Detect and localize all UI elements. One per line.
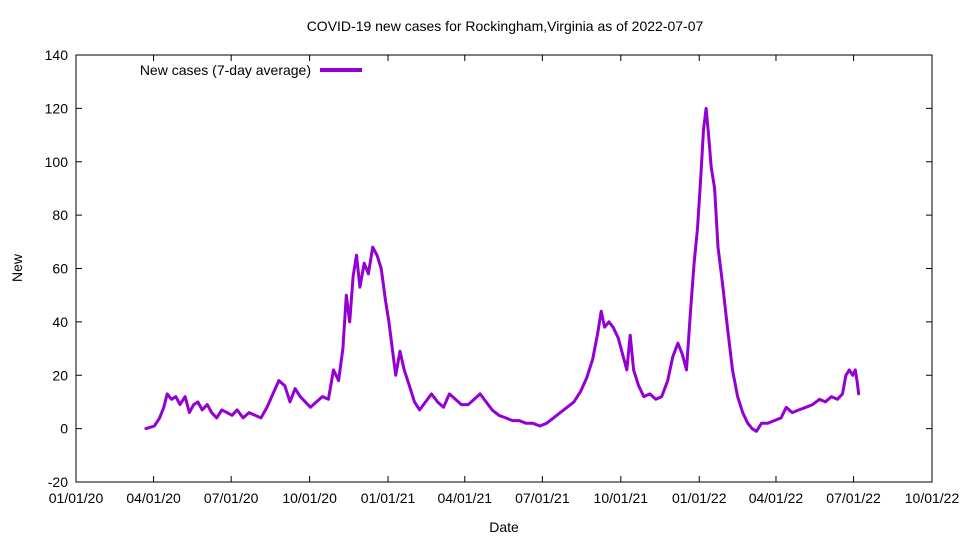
y-tick-label: 40 <box>52 314 68 330</box>
y-tick-label: 120 <box>45 100 69 116</box>
series-line <box>144 106 861 433</box>
x-tick-label: 01/01/20 <box>49 490 104 506</box>
legend-label: New cases (7-day average) <box>140 62 311 78</box>
y-axis: -20 0 20 40 60 80 100 120 140 <box>45 47 932 490</box>
x-tick-label: 04/01/21 <box>438 490 493 506</box>
legend: New cases (7-day average) <box>140 62 362 78</box>
x-tick-label: 10/01/22 <box>905 490 960 506</box>
y-tick-label: 80 <box>52 207 68 223</box>
chart-title: COVID-19 new cases for Rockingham,Virgin… <box>307 18 704 34</box>
y-axis-label: New <box>9 253 25 282</box>
x-tick-label: 04/01/20 <box>126 490 181 506</box>
x-tick-label: 10/01/20 <box>282 490 337 506</box>
y-tick-label: 140 <box>45 47 69 63</box>
x-tick-label: 07/01/20 <box>204 490 259 506</box>
x-tick-label: 01/01/21 <box>361 490 416 506</box>
y-tick-label: -20 <box>48 474 68 490</box>
x-tick-label: 01/01/22 <box>672 490 727 506</box>
x-tick-label: 04/01/22 <box>749 490 804 506</box>
x-tick-label: 07/01/21 <box>515 490 570 506</box>
y-tick-label: 100 <box>45 154 69 170</box>
x-axis-label: Date <box>489 519 519 535</box>
series-layer <box>144 106 861 433</box>
x-tick-label: 10/01/21 <box>594 490 649 506</box>
y-tick-label: 0 <box>60 421 68 437</box>
x-axis: 01/01/20 04/01/20 07/01/20 10/01/20 01/01/21… <box>49 55 960 506</box>
y-tick-label: 60 <box>52 261 68 277</box>
y-tick-label: 20 <box>52 367 68 383</box>
x-tick-label: 07/01/22 <box>826 490 881 506</box>
